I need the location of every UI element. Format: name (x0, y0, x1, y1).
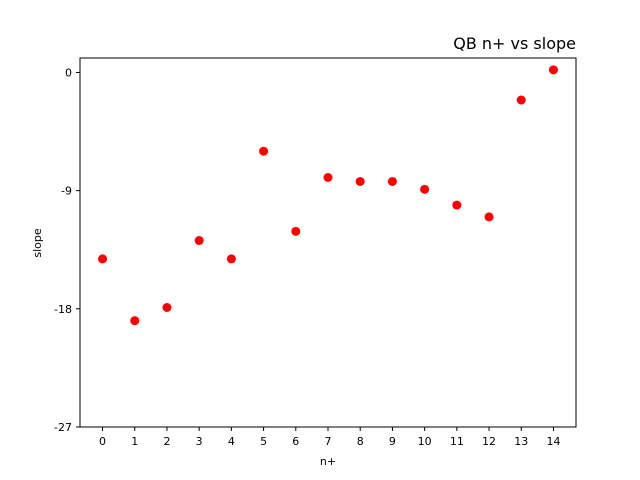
data-point (452, 200, 462, 210)
data-point (387, 176, 397, 186)
data-point (548, 65, 558, 75)
data-point (194, 236, 204, 246)
y-tick-label: -18 (54, 303, 72, 316)
x-tick-label: 11 (450, 435, 464, 448)
x-tick-label: 12 (482, 435, 496, 448)
x-tick-label: 7 (325, 435, 332, 448)
x-tick-label: 3 (196, 435, 203, 448)
x-tick-label: 6 (292, 435, 299, 448)
data-point (420, 184, 430, 194)
x-tick-label: 9 (389, 435, 396, 448)
data-point (323, 172, 333, 182)
data-point (291, 226, 301, 236)
y-axis-label: slope (31, 228, 44, 257)
x-tick-label: 10 (418, 435, 432, 448)
x-tick-label: 5 (260, 435, 267, 448)
x-tick-label: 14 (546, 435, 560, 448)
chart-title: QB n+ vs slope (453, 34, 576, 53)
x-tick-label: 1 (131, 435, 138, 448)
y-tick-label: -9 (61, 185, 72, 198)
data-point (484, 212, 494, 222)
data-point (130, 316, 140, 326)
plot-frame (79, 57, 577, 428)
data-point (162, 303, 172, 313)
data-point (98, 254, 108, 264)
data-point (355, 176, 365, 186)
data-point (226, 254, 236, 264)
data-point (516, 95, 526, 105)
x-axis: 0 1 2 3 4 5 6 7 8 9 10 11 12 13 14 (99, 427, 560, 448)
x-tick-label: 2 (163, 435, 170, 448)
x-axis-label: n+ (320, 455, 336, 468)
data-point (259, 146, 269, 156)
x-tick-label: 8 (357, 435, 364, 448)
x-tick-label: 0 (99, 435, 106, 448)
x-tick-label: 13 (514, 435, 528, 448)
y-tick-label: -27 (54, 421, 72, 434)
y-tick-label: 0 (65, 66, 72, 79)
data-points (98, 65, 558, 326)
y-axis: 0 -9 -18 -27 (54, 66, 80, 434)
x-tick-label: 4 (228, 435, 235, 448)
